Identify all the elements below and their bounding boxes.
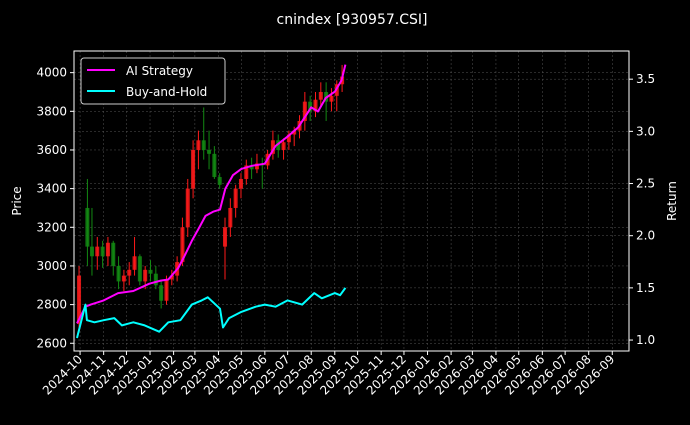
candle-body — [137, 256, 142, 282]
candle-body — [217, 177, 222, 185]
candle-body — [132, 256, 137, 270]
candle-body — [164, 279, 169, 301]
y-axis-left: 2600 2800 3000 3200 3400 3600 3800 4000 — [36, 66, 74, 350]
y-axis-left-label: Price — [10, 186, 24, 215]
candle-body — [244, 165, 249, 179]
candle-body — [127, 269, 132, 276]
candle-body — [85, 207, 90, 247]
candle-body — [159, 285, 164, 301]
candle-body — [238, 178, 243, 189]
candle-body — [228, 207, 233, 228]
y-right-tick-label: 2.0 — [636, 229, 655, 243]
y-right-tick-label: 2.5 — [636, 177, 655, 191]
candle-body — [169, 275, 174, 280]
candle-body — [143, 269, 148, 282]
candle-body — [308, 101, 313, 112]
candle-body — [318, 91, 323, 100]
candle-body — [223, 227, 228, 247]
y-axis-right-label: Return — [665, 181, 679, 221]
candle-body — [148, 269, 153, 274]
y-left-tick-label: 2600 — [36, 336, 67, 350]
y-right-tick-label: 3.5 — [636, 72, 655, 86]
y-left-tick-label: 3800 — [36, 104, 67, 118]
y-left-tick-label: 3600 — [36, 143, 67, 157]
chart-title: cnindex [930957.CSI] — [277, 12, 428, 28]
candle-body — [111, 242, 116, 266]
candle-body — [191, 149, 196, 189]
candle-body — [95, 246, 100, 257]
y-left-tick-label: 3200 — [36, 220, 67, 234]
candle-body — [292, 130, 297, 135]
candle-body — [207, 149, 212, 154]
plot-frame — [73, 50, 630, 352]
strategy-line — [76, 64, 347, 324]
candle-body — [302, 101, 307, 121]
candle-body — [100, 246, 105, 257]
candle-body — [233, 188, 238, 208]
candle-body — [77, 275, 82, 324]
candle-body — [313, 99, 318, 112]
candle-body — [212, 153, 217, 178]
candle-body — [180, 227, 185, 263]
y-left-tick-label: 3400 — [36, 182, 67, 196]
candle-body — [286, 134, 291, 143]
legend-label-strategy: AI Strategy — [126, 64, 193, 78]
legend-label-buyhold: Buy-and-Hold — [126, 85, 207, 99]
candle-body — [121, 275, 126, 282]
y-right-tick-label: 3.0 — [636, 124, 655, 138]
y-left-tick-label: 4000 — [36, 66, 67, 80]
candle-body — [201, 140, 206, 150]
y-left-tick-label: 3000 — [36, 259, 67, 273]
candle-body — [329, 95, 334, 102]
candle-body — [153, 273, 158, 286]
y-axis-right: 1.0 1.5 2.0 2.5 3.0 3.5 — [629, 72, 655, 347]
y-right-tick-label: 1.0 — [636, 333, 655, 347]
legend: AI Strategy Buy-and-Hold — [80, 57, 226, 105]
y-left-tick-label: 2800 — [36, 298, 67, 312]
candle-body — [185, 188, 190, 228]
series-lines — [76, 64, 347, 339]
candle-body — [105, 242, 110, 257]
candle-body — [196, 140, 201, 150]
candle-body — [89, 246, 94, 257]
candle-body — [249, 165, 254, 170]
candle-body — [116, 265, 121, 282]
candle-body — [270, 140, 275, 154]
y-right-tick-label: 1.5 — [636, 281, 655, 295]
legend-box — [80, 57, 226, 105]
candle-body — [281, 142, 286, 150]
buyhold-line — [76, 287, 347, 339]
candle-body — [254, 163, 259, 170]
